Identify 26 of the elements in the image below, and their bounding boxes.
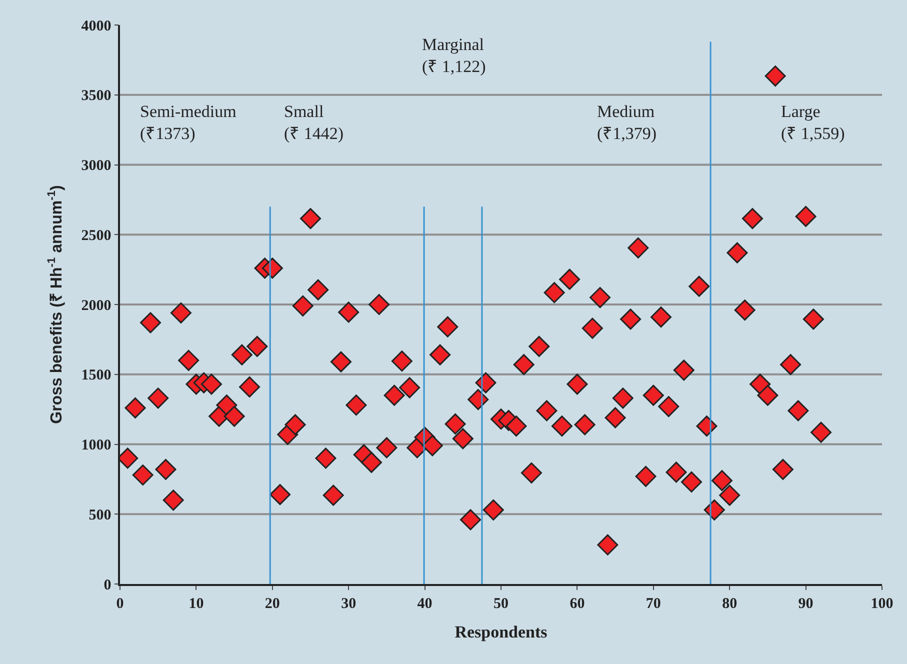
x-tick-label: 70	[646, 596, 661, 612]
x-tick-label: 40	[417, 596, 432, 612]
y-tick-label: 500	[88, 507, 112, 524]
y-tick-label: 2500	[81, 228, 112, 244]
annotation: Medium (₹1,379)	[597, 102, 657, 144]
x-tick-label: 0	[116, 596, 124, 612]
x-tick-label: 10	[188, 596, 204, 612]
annotation: Small (₹ 1442)	[284, 102, 344, 144]
y-tick-label: 3000	[81, 158, 112, 174]
y-tick-label: 0	[104, 577, 112, 594]
y-tick-label: 2000	[81, 298, 112, 314]
y-tick-label: 1500	[81, 368, 112, 384]
y-tick-label: 1000	[81, 438, 112, 454]
x-axis-title: Respondents	[454, 622, 548, 642]
x-tick-label: 60	[570, 596, 585, 612]
x-tick-label: 50	[494, 596, 508, 612]
x-tick-label: 20	[264, 596, 280, 612]
x-tick-label: 80	[722, 596, 738, 612]
x-tick-label: 30	[341, 596, 356, 612]
annotation: Large (₹ 1,559)	[781, 102, 845, 144]
y-tick-label: 4000	[81, 18, 112, 34]
annotation: Semi-medium (₹1373)	[140, 102, 236, 144]
annotation: Marginal (₹ 1,122)	[422, 35, 486, 76]
x-tick-label: 100	[870, 596, 894, 612]
y-tick-label: 3500	[81, 88, 112, 104]
x-tick-label: 90	[798, 596, 814, 612]
